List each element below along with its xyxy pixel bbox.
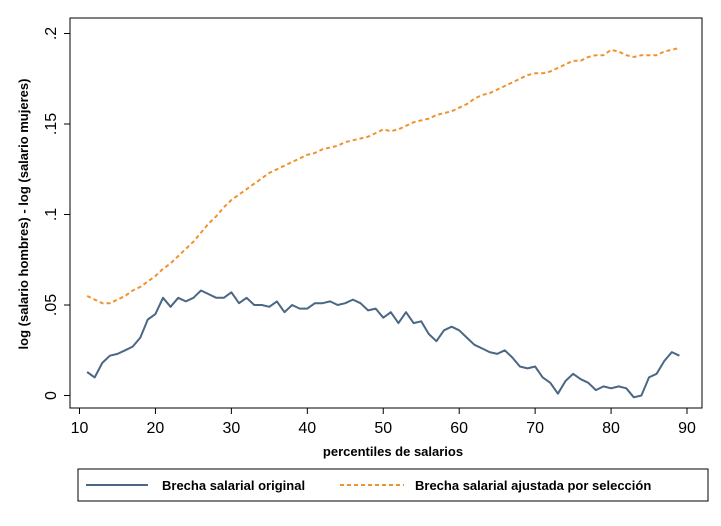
x-tick-label-60: 60 [450,420,468,437]
x-tick-label-70: 70 [526,420,544,437]
axes: 10 20 30 40 50 60 70 80 90 0 .05 .1 .15 .2 [43,17,703,437]
x-tick-label-50: 50 [374,420,392,437]
x-tick-label-20: 20 [147,420,165,437]
x-axis-title: percentiles de salarios [323,444,463,459]
series-lines [86,47,680,399]
y-tick-label-3: .15 [43,113,60,135]
y-tick-label-2: .1 [43,208,60,221]
y-tick-label-4: .2 [43,27,60,40]
x-tick-label-10: 10 [71,420,89,437]
x-tick-label-40: 40 [298,420,316,437]
y-tick-label-1: .05 [43,294,60,316]
x-tick-label-90: 90 [678,420,696,437]
x-tick-label-30: 30 [222,420,240,437]
plot-frame [69,17,703,409]
legend-label-ajustada: Brecha salarial ajustada por selección [415,478,651,493]
legend: Brecha salarial original Brecha salarial… [77,468,709,502]
series-line-0 [86,289,680,399]
legend-label-original: Brecha salarial original [162,478,305,493]
y-axis-title: log (salario hombres) - log (salario muj… [16,79,31,350]
y-tick-label-0: 0 [43,391,60,400]
series-line-1 [86,47,680,305]
x-tick-label-80: 80 [602,420,620,437]
